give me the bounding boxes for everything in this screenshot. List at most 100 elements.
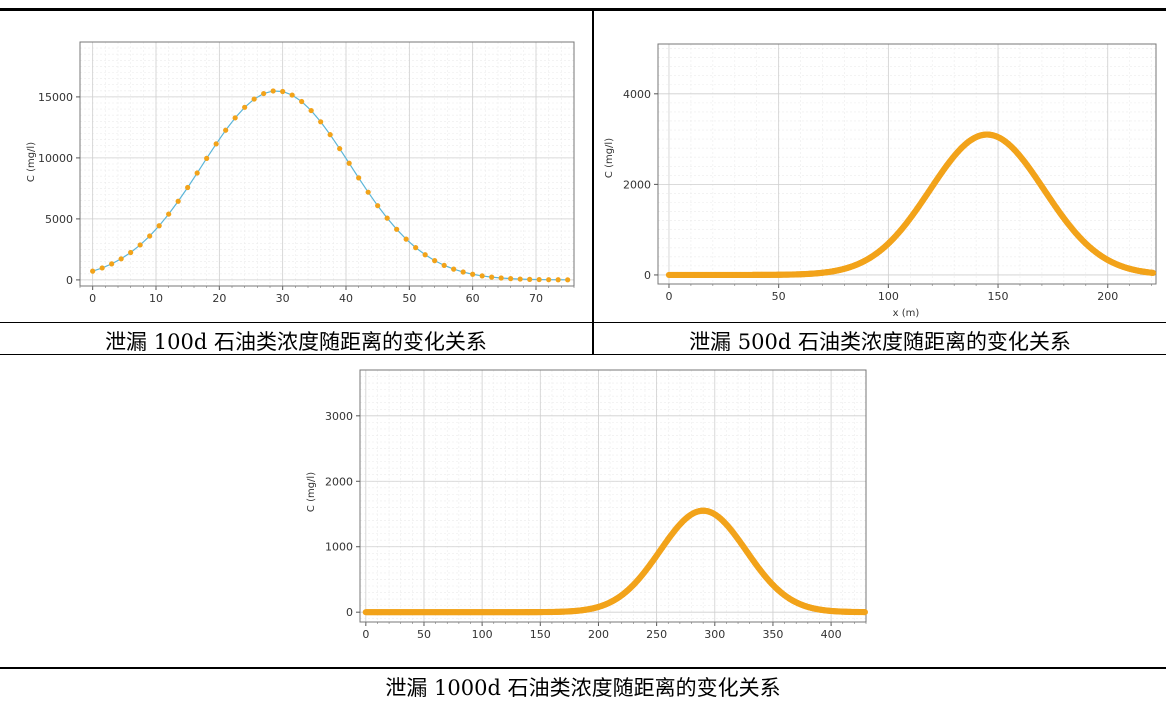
data-point (337, 146, 343, 152)
plot-frame (359, 369, 867, 623)
data-point (470, 271, 476, 277)
data-point (261, 90, 267, 97)
data-point (441, 262, 447, 268)
y-tick-label: 4000 (623, 88, 651, 101)
x-tick-label: 250 (646, 628, 667, 641)
y-tick-label: 0 (644, 269, 651, 282)
data-point (194, 170, 200, 176)
x-tick-label: 10 (149, 292, 163, 305)
data-point (394, 226, 400, 232)
data-point (99, 265, 105, 271)
chart-100d-plot: 0 10 20 30 40 50 60 70 0 5000 10000 15000 C (mg/l) (26, 41, 575, 305)
data-point (213, 141, 219, 147)
plot-frame (657, 43, 1157, 285)
data-point (536, 276, 542, 283)
data-point (318, 119, 324, 125)
data-point (232, 115, 238, 121)
data-point (223, 127, 229, 133)
x-axis-label: x (m) (893, 308, 920, 319)
data-point (565, 277, 571, 283)
data-point (517, 276, 523, 282)
y-tick-label: 3000 (325, 410, 353, 423)
x-tick-label: 30 (276, 292, 290, 305)
data-point (280, 88, 286, 95)
x-tick-label: 70 (529, 292, 543, 305)
data-point (90, 268, 96, 274)
data-point (1149, 269, 1157, 277)
data-point (365, 189, 371, 195)
x-tick-label: 50 (417, 628, 431, 641)
data-point (422, 252, 428, 258)
y-axis-label: C (mg/l) (26, 142, 37, 182)
row-divider (0, 354, 1166, 355)
x-tick-label: 0 (362, 628, 369, 641)
data-point (413, 245, 419, 251)
grid (360, 369, 867, 622)
chart-100d: 0 10 20 30 40 50 60 70 0 5000 10000 15000 C (mg/l) (22, 38, 578, 320)
data-point (498, 275, 504, 281)
x-tick-label: 300 (704, 628, 725, 641)
data-point (270, 88, 276, 94)
data-point (356, 175, 362, 181)
x-tick-label: 350 (762, 628, 783, 641)
data-point (432, 258, 438, 264)
chart-1000d: 0 50 100 150 200 250 300 350 400 0 1000 2000 3000 C (… (300, 366, 872, 664)
caption-100d: 泄漏 100d 石油类浓度随距离的变化关系 (105, 330, 487, 354)
data-point (251, 96, 257, 102)
x-tick-label: 200 (1097, 290, 1118, 303)
y-tick-label: 10000 (38, 152, 73, 165)
chart-500d: 0 50 100 150 200 0 2000 4000 C (mg/l) x (m) (600, 38, 1160, 320)
chart-1000d-plot: 0 50 100 150 200 250 300 350 400 0 1000 2000 3000 C (… (306, 369, 868, 641)
x-tick-label: 50 (402, 292, 416, 305)
y-axis-label: C (mg/l) (306, 472, 317, 512)
x-tick-label: 150 (988, 290, 1009, 303)
data-point (185, 184, 191, 191)
x-tick-label: 400 (821, 628, 842, 641)
x-tick-label: 40 (339, 292, 353, 305)
data-point (156, 223, 162, 229)
data-point (527, 276, 533, 282)
x-tick-label: 20 (212, 292, 226, 305)
y-tick-label: 0 (346, 606, 353, 619)
plot-frame (79, 41, 575, 287)
data-point (289, 92, 295, 98)
series-concentration (90, 88, 571, 283)
data-point (175, 198, 181, 204)
data-point (861, 608, 868, 616)
data-point (384, 215, 390, 221)
data-point (555, 277, 561, 283)
y-tick-label: 2000 (623, 178, 651, 191)
x-tick-label: 60 (466, 292, 480, 305)
caption-500d: 泄漏 500d 石油类浓度随距离的变化关系 (689, 330, 1071, 354)
data-point (479, 273, 485, 279)
data-point (166, 211, 172, 217)
data-point (109, 261, 115, 267)
data-point (489, 274, 495, 280)
top-rule (0, 8, 1166, 11)
data-point (375, 203, 381, 209)
data-point (403, 236, 409, 242)
data-point (546, 277, 552, 283)
x-tick-label: 50 (772, 290, 786, 303)
grid (658, 44, 1156, 285)
x-tick-label: 200 (588, 628, 609, 641)
data-point (327, 132, 333, 138)
data-point (299, 98, 305, 105)
middle-rule (0, 322, 1166, 323)
data-point (451, 266, 457, 272)
y-tick-label: 2000 (325, 475, 353, 488)
series-line (92, 90, 568, 281)
x-tick-label: 150 (530, 628, 551, 641)
y-tick-label: 5000 (45, 213, 73, 226)
x-tick-label: 100 (472, 628, 493, 641)
data-point (508, 276, 514, 282)
column-divider (592, 8, 594, 354)
series-concentration (362, 507, 868, 616)
y-axis-label: C (mg/l) (604, 138, 615, 178)
data-point (137, 242, 143, 248)
y-tick-label: 0 (66, 274, 73, 287)
data-point (147, 233, 153, 239)
y-tick-label: 15000 (38, 91, 73, 104)
data-point (204, 155, 210, 161)
